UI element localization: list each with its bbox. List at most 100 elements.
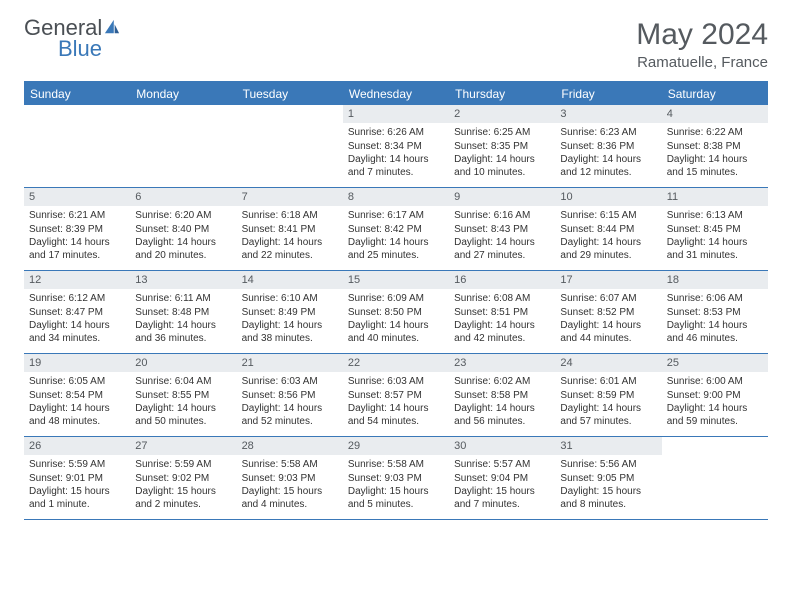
- calendar-cell: 24Sunrise: 6:01 AMSunset: 8:59 PMDayligh…: [555, 354, 661, 436]
- sunset-text: Sunset: 8:40 PM: [135, 223, 231, 236]
- sunrise-text: Sunrise: 6:12 AM: [29, 292, 125, 305]
- sunset-text: Sunset: 8:50 PM: [348, 306, 444, 319]
- sunset-text: Sunset: 8:45 PM: [667, 223, 763, 236]
- location-subtitle: Ramatuelle, France: [636, 54, 768, 71]
- calendar-cell: 23 Sunrise: 6:02 AMSunset: 8:58 PMDayligh…: [449, 354, 555, 436]
- day-info: Sunrise: 6:00 AMSunset: 9:00 PMDaylight:…: [662, 374, 768, 433]
- sunrise-text: Sunrise: 6:26 AM: [348, 126, 444, 139]
- sunset-text: Sunset: 8:43 PM: [454, 223, 550, 236]
- day-info: Sunrise: 6:15 AMSunset: 8:44 PMDaylight:…: [555, 208, 661, 267]
- daylight-text: Daylight: 14 hours and 22 minutes.: [242, 236, 338, 262]
- day-info: Sunrise: 6:18 AMSunset: 8:41 PMDaylight:…: [237, 208, 343, 267]
- day-info: Sunrise: 6:02 AMSunset: 8:58 PMDaylight:…: [449, 374, 555, 433]
- day-number: 12: [24, 271, 130, 289]
- day-number: 10: [555, 188, 661, 206]
- day-number: 17: [555, 271, 661, 289]
- sunset-text: Sunset: 8:36 PM: [560, 140, 656, 153]
- sunrise-text: Sunrise: 6:01 AM: [560, 375, 656, 388]
- sunrise-text: Sunrise: 6:25 AM: [454, 126, 550, 139]
- calendar-cell: 27Sunrise: 5:59 AMSunset: 9:02 PMDayligh…: [130, 437, 236, 519]
- calendar-cell: [237, 105, 343, 187]
- sunrise-text: Sunrise: 6:00 AM: [667, 375, 763, 388]
- calendar-cell: 4Sunrise: 6:22 AMSunset: 8:38 PMDaylight…: [662, 105, 768, 187]
- day-number: 23: [449, 354, 555, 372]
- sunset-text: Sunset: 8:55 PM: [135, 389, 231, 402]
- sunrise-text: Sunrise: 6:13 AM: [667, 209, 763, 222]
- day-info: Sunrise: 6:03 AMSunset: 8:57 PMDaylight:…: [343, 374, 449, 433]
- day-info: Sunrise: 6:11 AMSunset: 8:48 PMDaylight:…: [130, 291, 236, 350]
- day-number: 7: [237, 188, 343, 206]
- sunset-text: Sunset: 8:52 PM: [560, 306, 656, 319]
- day-number: 11: [662, 188, 768, 206]
- daylight-text: Daylight: 14 hours and 25 minutes.: [348, 236, 444, 262]
- sunrise-text: Sunrise: 6:17 AM: [348, 209, 444, 222]
- sunrise-text: Sunrise: 6:05 AM: [29, 375, 125, 388]
- day-number: 16: [449, 271, 555, 289]
- calendar-cell: 2Sunrise: 6:25 AMSunset: 8:35 PMDaylight…: [449, 105, 555, 187]
- sunrise-text: Sunrise: 5:59 AM: [29, 458, 125, 471]
- sunrise-text: Sunrise: 6:22 AM: [667, 126, 763, 139]
- day-info: Sunrise: 6:20 AMSunset: 8:40 PMDaylight:…: [130, 208, 236, 267]
- day-info: Sunrise: 6:17 AMSunset: 8:42 PMDaylight:…: [343, 208, 449, 267]
- day-number: 21: [237, 354, 343, 372]
- daylight-text: Daylight: 14 hours and 38 minutes.: [242, 319, 338, 345]
- logo-text-blue: Blue: [58, 39, 102, 60]
- calendar-cell: 9Sunrise: 6:16 AMSunset: 8:43 PMDaylight…: [449, 188, 555, 270]
- day-info: Sunrise: 5:59 AMSunset: 9:02 PMDaylight:…: [130, 457, 236, 516]
- day-info: Sunrise: 6:10 AMSunset: 8:49 PMDaylight:…: [237, 291, 343, 350]
- sunset-text: Sunset: 8:44 PM: [560, 223, 656, 236]
- daylight-text: Daylight: 14 hours and 10 minutes.: [454, 153, 550, 179]
- daylight-text: Daylight: 14 hours and 27 minutes.: [454, 236, 550, 262]
- dayname-row: SundayMondayTuesdayWednesdayThursdayFrid…: [24, 83, 768, 105]
- daylight-text: Daylight: 14 hours and 56 minutes.: [454, 402, 550, 428]
- day-info: Sunrise: 6:26 AMSunset: 8:34 PMDaylight:…: [343, 125, 449, 184]
- daylight-text: Daylight: 14 hours and 54 minutes.: [348, 402, 444, 428]
- sunrise-text: Sunrise: 6:11 AM: [135, 292, 231, 305]
- sunset-text: Sunset: 8:58 PM: [454, 389, 550, 402]
- calendar-cell: 5Sunrise: 6:21 AMSunset: 8:39 PMDaylight…: [24, 188, 130, 270]
- daylight-text: Daylight: 15 hours and 8 minutes.: [560, 485, 656, 511]
- daylight-text: Daylight: 14 hours and 42 minutes.: [454, 319, 550, 345]
- day-number: 20: [130, 354, 236, 372]
- sunrise-text: Sunrise: 5:59 AM: [135, 458, 231, 471]
- calendar-cell: 1Sunrise: 6:26 AMSunset: 8:34 PMDaylight…: [343, 105, 449, 187]
- dayname-monday: Monday: [130, 83, 236, 105]
- day-number: 31: [555, 437, 661, 455]
- daylight-text: Daylight: 14 hours and 46 minutes.: [667, 319, 763, 345]
- sunset-text: Sunset: 8:49 PM: [242, 306, 338, 319]
- daylight-text: Daylight: 14 hours and 31 minutes.: [667, 236, 763, 262]
- calendar-cell: 15Sunrise: 6:09 AMSunset: 8:50 PMDayligh…: [343, 271, 449, 353]
- sunrise-text: Sunrise: 6:03 AM: [348, 375, 444, 388]
- dayname-wednesday: Wednesday: [343, 83, 449, 105]
- day-number: 19: [24, 354, 130, 372]
- sunset-text: Sunset: 9:02 PM: [135, 472, 231, 485]
- day-info: Sunrise: 6:05 AMSunset: 8:54 PMDaylight:…: [24, 374, 130, 433]
- day-info: Sunrise: 6:07 AMSunset: 8:52 PMDaylight:…: [555, 291, 661, 350]
- daylight-text: Daylight: 15 hours and 4 minutes.: [242, 485, 338, 511]
- calendar-cell: 14Sunrise: 6:10 AMSunset: 8:49 PMDayligh…: [237, 271, 343, 353]
- sunset-text: Sunset: 9:03 PM: [348, 472, 444, 485]
- calendar-cell: 26Sunrise: 5:59 AMSunset: 9:01 PMDayligh…: [24, 437, 130, 519]
- sunset-text: Sunset: 8:48 PM: [135, 306, 231, 319]
- sunrise-text: Sunrise: 6:09 AM: [348, 292, 444, 305]
- dayname-saturday: Saturday: [662, 83, 768, 105]
- title-block: May 2024 Ramatuelle, France: [636, 18, 768, 71]
- day-number: 5: [24, 188, 130, 206]
- calendar-cell: 21Sunrise: 6:03 AMSunset: 8:56 PMDayligh…: [237, 354, 343, 436]
- daylight-text: Daylight: 14 hours and 50 minutes.: [135, 402, 231, 428]
- sunrise-text: Sunrise: 6:21 AM: [29, 209, 125, 222]
- day-info: Sunrise: 6:06 AMSunset: 8:53 PMDaylight:…: [662, 291, 768, 350]
- week-row: 1Sunrise: 6:26 AMSunset: 8:34 PMDaylight…: [24, 105, 768, 188]
- calendar-cell: 25Sunrise: 6:00 AMSunset: 9:00 PMDayligh…: [662, 354, 768, 436]
- daylight-text: Daylight: 14 hours and 12 minutes.: [560, 153, 656, 179]
- calendar-cell: [130, 105, 236, 187]
- day-number: 24: [555, 354, 661, 372]
- sunset-text: Sunset: 8:59 PM: [560, 389, 656, 402]
- sunset-text: Sunset: 8:56 PM: [242, 389, 338, 402]
- sunrise-text: Sunrise: 5:56 AM: [560, 458, 656, 471]
- calendar-cell: 10 Sunrise: 6:15 AMSunset: 8:44 PMDayligh…: [555, 188, 661, 270]
- day-info: Sunrise: 6:04 AMSunset: 8:55 PMDaylight:…: [130, 374, 236, 433]
- week-row: 19 Sunrise: 6:05 AMSunset: 8:54 PMDayligh…: [24, 354, 768, 437]
- logo-sail-icon: [103, 19, 121, 35]
- calendar: SundayMondayTuesdayWednesdayThursdayFrid…: [24, 81, 768, 520]
